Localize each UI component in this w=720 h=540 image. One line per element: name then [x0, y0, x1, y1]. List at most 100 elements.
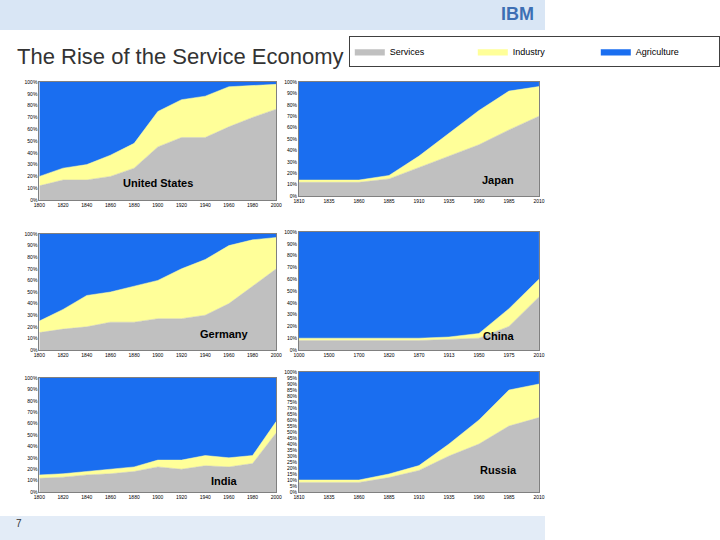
- svg-text:70%: 70%: [27, 409, 38, 415]
- svg-text:1860: 1860: [353, 494, 364, 500]
- svg-text:10%: 10%: [27, 335, 38, 341]
- svg-text:1800: 1800: [34, 494, 45, 500]
- svg-text:1980: 1980: [247, 352, 258, 358]
- svg-text:10%: 10%: [27, 477, 38, 483]
- svg-text:20%: 20%: [287, 465, 298, 471]
- svg-text:1920: 1920: [176, 202, 187, 208]
- svg-text:1000: 1000: [293, 352, 304, 358]
- svg-text:India: India: [211, 475, 238, 487]
- svg-text:20%: 20%: [287, 170, 298, 176]
- svg-text:30%: 30%: [287, 453, 298, 459]
- svg-text:1810: 1810: [293, 198, 304, 204]
- svg-text:55%: 55%: [287, 423, 298, 429]
- svg-text:10%: 10%: [287, 181, 298, 187]
- svg-text:1885: 1885: [383, 198, 394, 204]
- svg-text:1900: 1900: [152, 494, 163, 500]
- svg-text:70%: 70%: [27, 266, 38, 272]
- svg-text:60%: 60%: [287, 417, 298, 423]
- svg-text:45%: 45%: [287, 435, 298, 441]
- svg-text:50%: 50%: [287, 288, 298, 294]
- svg-text:2000: 2000: [271, 352, 282, 358]
- svg-text:1940: 1940: [200, 202, 211, 208]
- svg-text:25%: 25%: [287, 459, 298, 465]
- svg-text:China: China: [483, 330, 514, 342]
- svg-text:15%: 15%: [287, 471, 298, 477]
- svg-text:100%: 100%: [284, 79, 297, 85]
- svg-text:1920: 1920: [176, 494, 187, 500]
- svg-text:10%: 10%: [287, 335, 298, 341]
- svg-text:60%: 60%: [27, 420, 38, 426]
- svg-text:100%: 100%: [284, 229, 297, 235]
- svg-text:7: 7: [16, 518, 22, 529]
- svg-text:1960: 1960: [223, 352, 234, 358]
- svg-text:1950: 1950: [473, 352, 484, 358]
- svg-text:60%: 60%: [27, 126, 38, 132]
- svg-text:1840: 1840: [81, 202, 92, 208]
- svg-text:50%: 50%: [27, 289, 38, 295]
- svg-text:90%: 90%: [27, 386, 38, 392]
- svg-text:40%: 40%: [27, 443, 38, 449]
- svg-text:40%: 40%: [27, 300, 38, 306]
- svg-text:1820: 1820: [383, 352, 394, 358]
- svg-text:0%: 0%: [30, 347, 38, 353]
- svg-text:1975: 1975: [503, 352, 514, 358]
- svg-text:10%: 10%: [27, 185, 38, 191]
- svg-text:2010: 2010: [533, 352, 544, 358]
- svg-text:20%: 20%: [287, 323, 298, 329]
- svg-text:1960: 1960: [223, 202, 234, 208]
- svg-text:90%: 90%: [287, 241, 298, 247]
- svg-text:1985: 1985: [503, 494, 514, 500]
- svg-text:1910: 1910: [413, 198, 424, 204]
- svg-text:1860: 1860: [353, 198, 364, 204]
- svg-text:2010: 2010: [533, 494, 544, 500]
- svg-text:1800: 1800: [34, 352, 45, 358]
- svg-text:0%: 0%: [290, 193, 298, 199]
- svg-text:90%: 90%: [27, 242, 38, 248]
- svg-text:1935: 1935: [443, 198, 454, 204]
- svg-text:1980: 1980: [247, 202, 258, 208]
- svg-text:20%: 20%: [27, 324, 38, 330]
- svg-text:1940: 1940: [200, 494, 211, 500]
- svg-text:100%: 100%: [284, 369, 297, 375]
- svg-text:1820: 1820: [57, 352, 68, 358]
- svg-text:1940: 1940: [200, 352, 211, 358]
- svg-text:35%: 35%: [287, 447, 298, 453]
- svg-text:Services: Services: [390, 47, 425, 57]
- svg-text:1935: 1935: [443, 494, 454, 500]
- svg-text:1860: 1860: [105, 202, 116, 208]
- svg-text:1960: 1960: [473, 494, 484, 500]
- svg-text:1860: 1860: [105, 494, 116, 500]
- svg-text:Japan: Japan: [482, 174, 514, 186]
- svg-text:1840: 1840: [81, 494, 92, 500]
- svg-text:1880: 1880: [129, 494, 140, 500]
- svg-text:1820: 1820: [57, 494, 68, 500]
- svg-text:100%: 100%: [25, 375, 38, 381]
- svg-text:1870: 1870: [413, 352, 424, 358]
- svg-text:90%: 90%: [287, 381, 298, 387]
- svg-text:Germany: Germany: [200, 328, 249, 340]
- svg-text:85%: 85%: [287, 387, 298, 393]
- svg-text:Russia: Russia: [480, 464, 517, 476]
- svg-text:1820: 1820: [57, 202, 68, 208]
- svg-text:1885: 1885: [383, 494, 394, 500]
- svg-text:5%: 5%: [290, 483, 298, 489]
- svg-text:30%: 30%: [27, 312, 38, 318]
- svg-text:30%: 30%: [287, 159, 298, 165]
- svg-text:1835: 1835: [323, 198, 334, 204]
- svg-text:40%: 40%: [27, 150, 38, 156]
- svg-text:70%: 70%: [287, 405, 298, 411]
- svg-text:80%: 80%: [27, 102, 38, 108]
- svg-text:1900: 1900: [152, 202, 163, 208]
- svg-text:0%: 0%: [30, 489, 38, 495]
- svg-text:80%: 80%: [287, 102, 298, 108]
- svg-text:United States: United States: [123, 177, 193, 189]
- svg-text:1810: 1810: [293, 494, 304, 500]
- svg-text:1700: 1700: [353, 352, 364, 358]
- svg-text:40%: 40%: [287, 147, 298, 153]
- svg-text:80%: 80%: [27, 254, 38, 260]
- svg-text:40%: 40%: [287, 300, 298, 306]
- svg-text:2000: 2000: [271, 494, 282, 500]
- svg-text:1800: 1800: [34, 202, 45, 208]
- svg-text:60%: 60%: [287, 276, 298, 282]
- svg-text:1500: 1500: [323, 352, 334, 358]
